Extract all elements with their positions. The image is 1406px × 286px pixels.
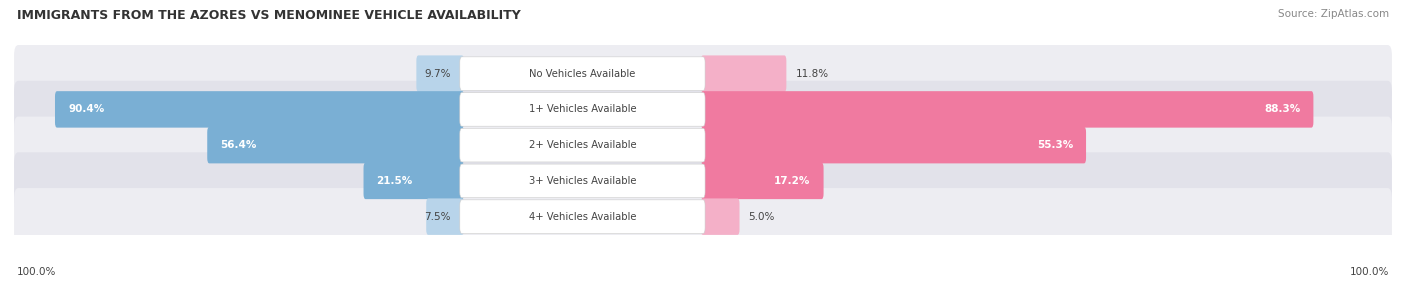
- FancyBboxPatch shape: [702, 127, 1085, 163]
- Text: 5.0%: 5.0%: [748, 212, 775, 222]
- FancyBboxPatch shape: [702, 91, 1313, 128]
- FancyBboxPatch shape: [416, 55, 464, 92]
- FancyBboxPatch shape: [702, 163, 824, 199]
- FancyBboxPatch shape: [460, 93, 704, 126]
- FancyBboxPatch shape: [364, 163, 464, 199]
- Text: 100.0%: 100.0%: [17, 267, 56, 277]
- Text: 90.4%: 90.4%: [67, 104, 104, 114]
- Text: Source: ZipAtlas.com: Source: ZipAtlas.com: [1278, 9, 1389, 19]
- FancyBboxPatch shape: [702, 55, 786, 92]
- Text: 1+ Vehicles Available: 1+ Vehicles Available: [529, 104, 637, 114]
- Text: 2+ Vehicles Available: 2+ Vehicles Available: [529, 140, 637, 150]
- FancyBboxPatch shape: [207, 127, 464, 163]
- Text: 9.7%: 9.7%: [425, 69, 451, 79]
- Text: 4+ Vehicles Available: 4+ Vehicles Available: [529, 212, 636, 222]
- FancyBboxPatch shape: [14, 188, 1392, 245]
- Text: 88.3%: 88.3%: [1264, 104, 1301, 114]
- FancyBboxPatch shape: [702, 198, 740, 235]
- FancyBboxPatch shape: [426, 198, 464, 235]
- Text: No Vehicles Available: No Vehicles Available: [529, 69, 636, 79]
- FancyBboxPatch shape: [55, 91, 464, 128]
- FancyBboxPatch shape: [460, 128, 704, 162]
- FancyBboxPatch shape: [14, 152, 1392, 209]
- FancyBboxPatch shape: [460, 200, 704, 233]
- FancyBboxPatch shape: [14, 45, 1392, 102]
- FancyBboxPatch shape: [460, 164, 704, 198]
- Text: 11.8%: 11.8%: [796, 69, 828, 79]
- Text: 55.3%: 55.3%: [1036, 140, 1073, 150]
- Text: 21.5%: 21.5%: [377, 176, 413, 186]
- Text: 3+ Vehicles Available: 3+ Vehicles Available: [529, 176, 636, 186]
- Text: IMMIGRANTS FROM THE AZORES VS MENOMINEE VEHICLE AVAILABILITY: IMMIGRANTS FROM THE AZORES VS MENOMINEE …: [17, 9, 520, 21]
- Text: 56.4%: 56.4%: [221, 140, 257, 150]
- Text: 100.0%: 100.0%: [1350, 267, 1389, 277]
- Text: 17.2%: 17.2%: [775, 176, 810, 186]
- Text: 7.5%: 7.5%: [425, 212, 451, 222]
- FancyBboxPatch shape: [14, 81, 1392, 138]
- FancyBboxPatch shape: [14, 117, 1392, 174]
- FancyBboxPatch shape: [460, 57, 704, 90]
